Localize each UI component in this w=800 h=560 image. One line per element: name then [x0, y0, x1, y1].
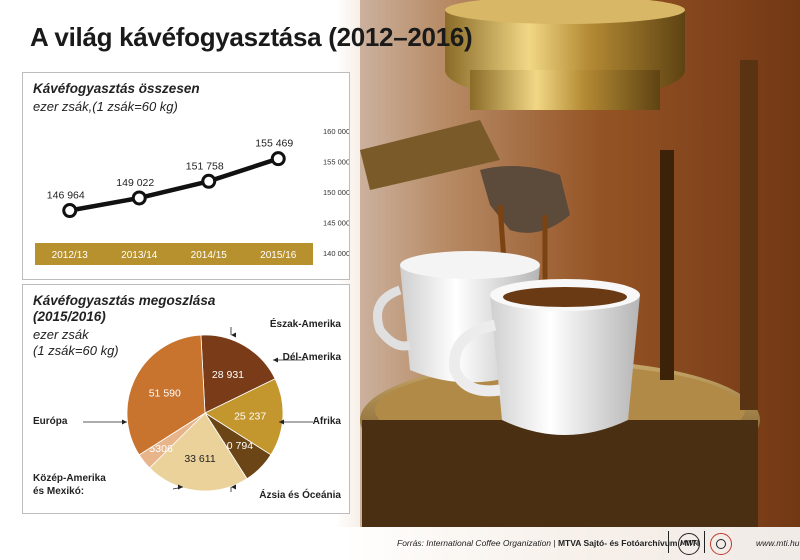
pie-chart-title-line2: (2015/2016) — [33, 309, 106, 324]
pie-slice — [126, 334, 206, 456]
pie-slice — [204, 378, 284, 456]
pie-chart-subtitle-line2: (1 zsák=60 kg) — [33, 343, 119, 358]
y-tick-label: 140 000 — [323, 249, 349, 258]
data-label: 151 758 — [186, 160, 224, 172]
page-title: A világ kávéfogyasztása (2012–2016) — [30, 22, 473, 52]
x-tick-label: 2012/13 — [52, 250, 89, 261]
slice-value-label: 33 611 — [184, 453, 215, 465]
consumption-share-panel: Kávéfogyasztás megoszlása (2015/2016) ez… — [22, 284, 350, 514]
slice-name-label: Európa — [33, 416, 68, 427]
footer-divider — [704, 531, 705, 553]
pie-slice — [200, 334, 276, 414]
mtva-logo: MTVA — [678, 533, 700, 555]
slice-value-label: 28 931 — [212, 369, 244, 381]
slice-name-label: Afrika — [313, 416, 342, 427]
y-tick-label: 155 000 — [323, 158, 349, 167]
leader-arrow — [231, 484, 236, 490]
source-prefix: Forrás: International Coffee Organizatio… — [397, 538, 552, 548]
slice-value-label: 25 237 — [234, 411, 266, 423]
x-axis-band — [35, 243, 313, 265]
leader-arrow — [273, 357, 278, 363]
data-point — [62, 203, 78, 219]
slice-name-label: és Mexikó: — [33, 486, 84, 497]
slice-name-label: Észak-Amerika — [270, 317, 342, 330]
website-url: www.mti.hu — [756, 538, 800, 548]
x-tick-label: 2015/16 — [260, 250, 297, 261]
slice-value-label: 5306 — [149, 443, 173, 455]
slice-name-label: Közép-Amerika — [33, 473, 106, 484]
data-label: 146 964 — [47, 190, 85, 202]
leader-arrow — [231, 332, 236, 338]
pie-chart: 28 931 25 237 10 794 33 611 5306 51 590 Észak-… — [33, 317, 342, 501]
leader-arrow — [279, 419, 284, 425]
source-credit: Forrás: International Coffee Organizatio… — [397, 538, 700, 548]
data-point — [201, 173, 217, 189]
pie-chart-subtitle-line1: ezer zsák — [33, 327, 89, 342]
data-point — [270, 151, 286, 167]
slice-value-label: 10 794 — [221, 440, 253, 452]
total-consumption-panel: Kávéfogyasztás összesen ezer zsák,(1 zsá… — [22, 72, 350, 280]
slice-name-label: Ázsia és Óceánia — [259, 488, 341, 501]
x-tick-label: 2014/15 — [191, 250, 228, 261]
pie-slice — [149, 412, 248, 492]
data-point — [131, 190, 147, 206]
line-chart: 140 000 145 000 150 000 155 000 160 000 146 9… — [35, 127, 349, 265]
y-tick-label: 145 000 — [323, 219, 349, 228]
data-label: 155 469 — [255, 138, 293, 150]
pie-chart-title-line1: Kávéfogyasztás megoszlása — [33, 293, 216, 308]
source-main: MTVA Sajtó- és Fotóarchívum — [557, 538, 678, 548]
mti-logo — [710, 533, 732, 555]
leader-arrow — [122, 419, 127, 425]
line-chart-subtitle: ezer zsák,(1 zsák=60 kg) — [33, 99, 178, 114]
slice-name-label: Dél-Amerika — [283, 352, 342, 363]
leader-arrow — [178, 484, 183, 490]
y-tick-label: 150 000 — [323, 188, 349, 197]
slice-value-label: 51 590 — [149, 387, 181, 399]
data-label: 149 022 — [116, 177, 154, 189]
y-tick-label: 160 000 — [323, 127, 349, 136]
series-line — [69, 156, 279, 213]
x-tick-label: 2013/14 — [121, 250, 158, 261]
footer-divider — [668, 531, 669, 553]
line-chart-title: Kávéfogyasztás összesen — [33, 81, 200, 96]
